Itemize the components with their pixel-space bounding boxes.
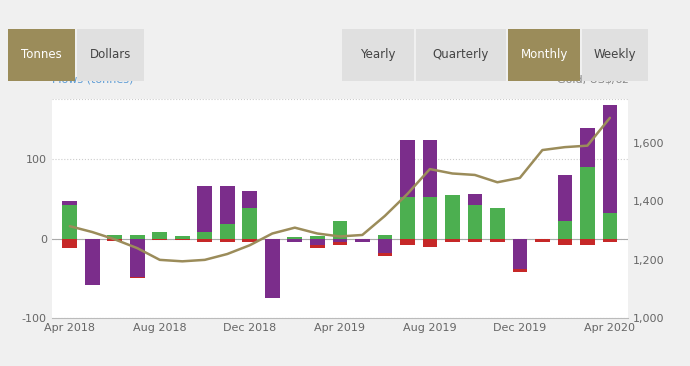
Bar [62, 201, 77, 205]
Text: Monthly: Monthly [520, 48, 568, 61]
Text: Weekly: Weekly [594, 48, 636, 61]
Bar [468, 205, 482, 239]
Bar [490, 208, 504, 239]
Bar [513, 239, 527, 269]
Bar [220, 186, 235, 224]
Bar [130, 239, 145, 277]
Bar [220, 224, 235, 239]
Bar [558, 221, 572, 239]
Bar [377, 239, 392, 253]
Bar [602, 213, 618, 239]
Bar [602, 239, 618, 242]
Bar [445, 195, 460, 239]
Bar [333, 242, 347, 245]
Text: Dollars: Dollars [90, 48, 131, 61]
Bar [62, 205, 77, 239]
Bar [333, 221, 347, 239]
Bar [377, 253, 392, 256]
Bar [152, 232, 167, 239]
Bar [310, 239, 324, 245]
Bar [558, 175, 572, 221]
Bar [400, 197, 415, 239]
Bar [558, 239, 572, 245]
Bar [400, 139, 415, 197]
Bar [310, 245, 324, 248]
Text: Gold, US$/oz: Gold, US$/oz [557, 74, 628, 84]
Bar [108, 239, 122, 241]
Bar [130, 235, 145, 239]
Bar [220, 239, 235, 242]
Bar [197, 239, 212, 242]
Bar [513, 269, 527, 272]
Text: Yearly: Yearly [360, 48, 395, 61]
Bar [580, 239, 595, 245]
Bar [130, 277, 145, 279]
Bar [108, 235, 122, 239]
Bar [85, 239, 99, 285]
Bar [175, 239, 190, 240]
Bar [333, 239, 347, 242]
Bar [468, 194, 482, 205]
Bar [580, 167, 595, 239]
Bar [175, 236, 190, 239]
Text: Flows (tonnes): Flows (tonnes) [52, 74, 133, 84]
Bar [468, 239, 482, 242]
Bar [602, 105, 618, 213]
Bar [400, 239, 415, 245]
Bar [490, 239, 504, 242]
Bar [197, 232, 212, 239]
Bar [242, 191, 257, 208]
Bar [355, 239, 370, 242]
Bar [445, 239, 460, 242]
Bar [580, 128, 595, 167]
Bar [197, 186, 212, 232]
Bar [265, 239, 279, 298]
Bar [422, 197, 437, 239]
Bar [152, 239, 167, 240]
Bar [310, 236, 324, 239]
Bar [288, 237, 302, 239]
Bar [62, 239, 77, 248]
Bar [422, 239, 437, 247]
Text: Quarterly: Quarterly [433, 48, 489, 61]
Bar [288, 239, 302, 242]
Text: Tonnes: Tonnes [21, 48, 62, 61]
Bar [242, 208, 257, 239]
Bar [535, 239, 550, 242]
Bar [377, 235, 392, 239]
Bar [422, 139, 437, 197]
Bar [242, 239, 257, 242]
